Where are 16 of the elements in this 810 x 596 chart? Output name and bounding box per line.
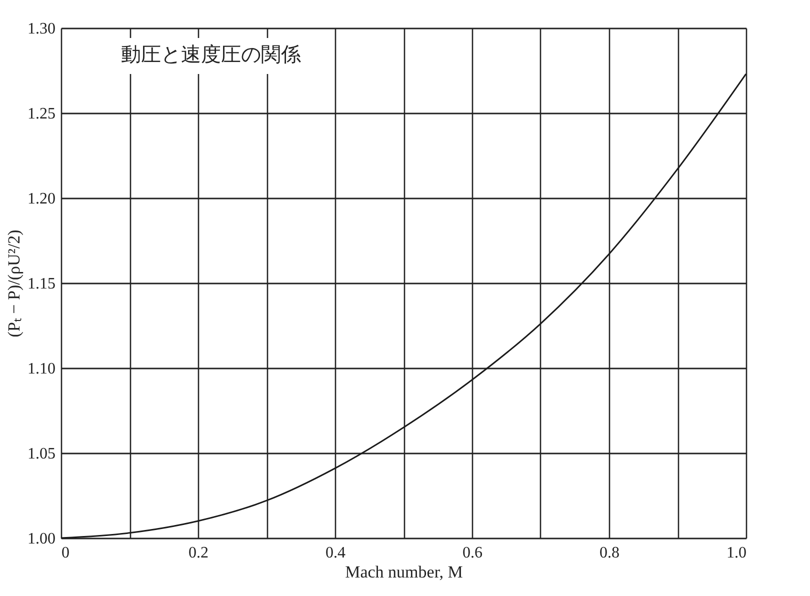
x-tick-label: 0.2 xyxy=(188,544,208,562)
x-tick-label: 0.8 xyxy=(600,544,620,562)
x-tick-label: 1.0 xyxy=(726,544,746,562)
x-tick-label: 0.4 xyxy=(326,544,346,562)
annotation: 動圧と速度圧の関係 xyxy=(121,42,301,66)
y-tick-label: 1.10 xyxy=(28,360,56,378)
y-tick-label: 1.25 xyxy=(28,106,56,122)
x-tick-label: 0.6 xyxy=(462,544,482,562)
x-tick-label: 0 xyxy=(62,544,70,562)
y-tick-label: 1.20 xyxy=(28,190,56,208)
y-tick-label: 1.00 xyxy=(28,530,56,548)
y-tick-label: 1.05 xyxy=(28,446,56,462)
y-tick-label: 1.30 xyxy=(28,20,56,38)
y-axis-title: (Pₜ − P)/(ρU²/2) xyxy=(4,230,24,338)
x-axis-title: Mach number, M xyxy=(345,562,463,582)
y-tick-label: 1.15 xyxy=(28,276,56,292)
